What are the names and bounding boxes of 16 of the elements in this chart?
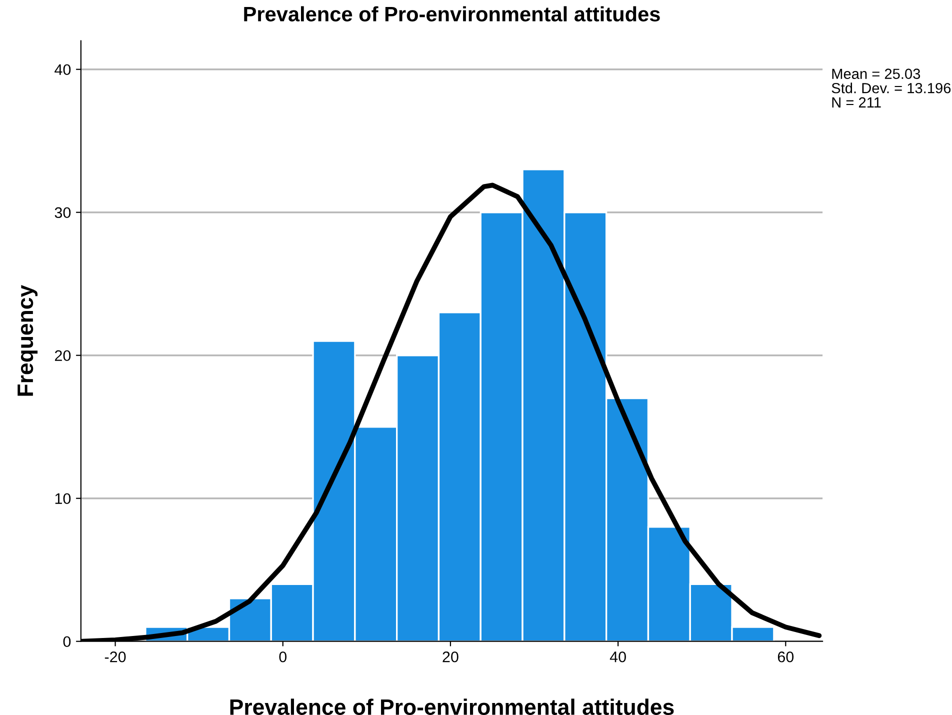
text: Std. Dev. = 13.196 [832,82,951,94]
x-tick-label: -20 [104,651,126,662]
text: N = 211 [832,97,881,108]
y-tick-label: 10 [55,493,71,504]
text: Mean = 25.03 [832,68,920,79]
y-tick-label: 0 [63,636,71,648]
chart-title: Prevalence of Pro-environmental attitudes [244,6,660,22]
x-tick-label: 0 [279,651,287,662]
x-tick-label: 20 [442,651,458,662]
y-tick-label: 40 [54,64,71,76]
x-tick-label: 60 [778,651,794,662]
y-tick-label: 30 [54,207,71,218]
x-axis-title: Prevalence of Pro-environmental attitudes [230,698,674,715]
y-tick-label: 20 [54,350,71,362]
y-axis-title: Frequency [18,284,38,396]
x-tick-label: 40 [610,651,626,662]
